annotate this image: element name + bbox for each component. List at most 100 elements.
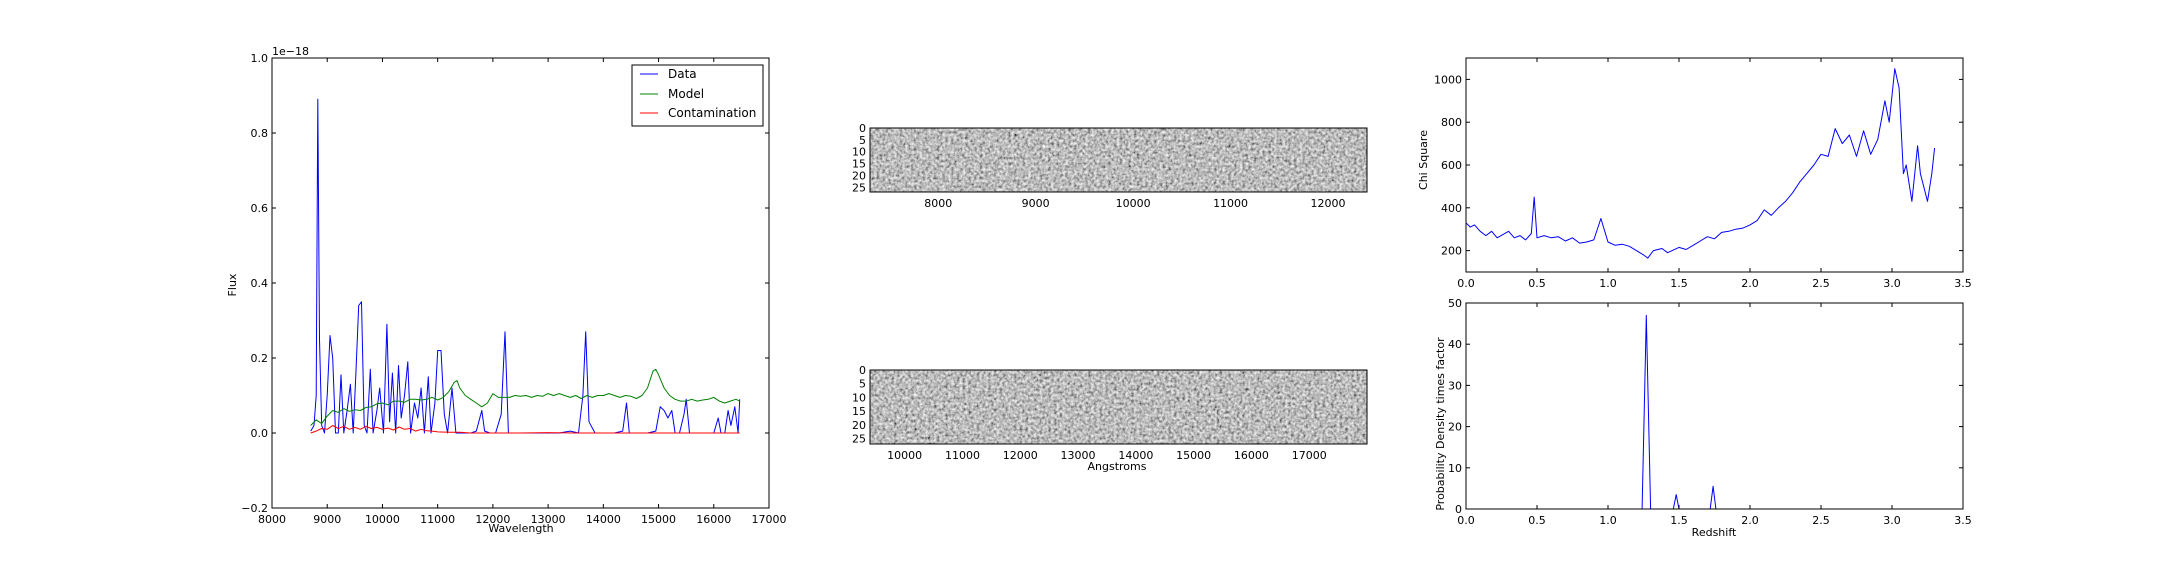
chi-square-y-tick-label: 1000 [1434, 73, 1462, 86]
probability-x-tick-label: 0.0 [1457, 514, 1475, 527]
spectrum-panel: 1e−18 8000 9000 10000 11000 12000 13000 14000 1… [226, 45, 787, 535]
chi-square-x-tick-label: 0.0 [1457, 277, 1475, 290]
chi-square-y-tick-label: 200 [1441, 245, 1462, 258]
chi-square-series-series-0 [1465, 68, 1936, 259]
image-panel-bottom: 10000 11000 12000 13000 14000 15000 16000 17000… [852, 364, 1368, 473]
legend-box [631, 64, 764, 127]
probability-y-label: Probability Density times factor [1434, 337, 1447, 511]
chi-square-x-tick-label: 3.5 [1954, 277, 1972, 290]
image-top-x-tick-label: 9000 [1022, 197, 1050, 210]
probability-x-ticks: 0.0 0.5 1.0 1.5 2.0 2.5 3.0 3.5 [1457, 303, 1972, 527]
legend-label-contamination: Contamination [668, 106, 756, 120]
image-bottom-y-tick-label: 15 [852, 405, 866, 418]
spectrum-y-tick-label: 0.0 [251, 427, 269, 440]
redshift-x-label: Redshift [1692, 526, 1737, 539]
image-bottom-x-tick-label: 12000 [1003, 449, 1038, 462]
spectrum-y-tick-label: 0.2 [251, 352, 269, 365]
image-top-y-tick-label: 15 [852, 158, 866, 171]
probability-y-tick-label: 10 [1448, 462, 1462, 475]
probability-x-tick-label: 1.0 [1599, 514, 1617, 527]
chi-square-x-tick-label: 1.0 [1599, 277, 1617, 290]
image-top-y-tick-label: 25 [852, 181, 866, 194]
probability-y-tick-label: 30 [1448, 379, 1462, 392]
spectrum-x-ticks: 8000 9000 10000 11000 12000 13000 14000 15000 16… [258, 58, 787, 526]
chi-square-y-tick-label: 400 [1441, 202, 1462, 215]
chi-square-y-ticks: 200 400 600 800 1000 [1434, 73, 1963, 258]
spectrum-x-tick-label: 8000 [258, 513, 286, 526]
image-top-x-tick-label: 12000 [1311, 197, 1346, 210]
spectrum-x-tick-label: 9000 [313, 513, 341, 526]
spectrum-x-tick-label: 12000 [475, 513, 510, 526]
image-bottom-y-tick-label: 25 [852, 433, 866, 446]
legend-label-data: Data [668, 67, 697, 81]
image-bottom-x-tick-label: 13000 [1061, 449, 1096, 462]
spectrum-x-tick-label: 14000 [586, 513, 621, 526]
image-bottom-frame [869, 369, 1368, 445]
spectrum-series-contamination [310, 425, 740, 434]
chi-square-x-tick-label: 3.0 [1883, 277, 1901, 290]
legend-label-model: Model [668, 87, 704, 101]
spectrum-x-label: Wavelength [488, 522, 553, 535]
image-bottom-y-tick-label: 20 [852, 419, 866, 432]
image-bottom-x-tick-label: 10000 [887, 449, 922, 462]
chi-square-x-tick-label: 2.5 [1812, 277, 1830, 290]
image-top-y-tick-label: 20 [852, 169, 866, 182]
image-bottom-x-tick-label: 14000 [1118, 449, 1153, 462]
probability-x-tick-label: 3.5 [1954, 514, 1972, 527]
chi-square-y-tick-label: 600 [1441, 159, 1462, 172]
probability-y-tick-label: 20 [1448, 421, 1462, 434]
image-top-y-tick-label: 5 [859, 134, 866, 147]
probability-x-tick-label: 2.5 [1812, 514, 1830, 527]
image-bottom-x-tick-label: 16000 [1234, 449, 1269, 462]
spectrum-y-tick-label: 0.8 [251, 127, 269, 140]
probability-x-tick-label: 2.0 [1741, 514, 1759, 527]
image-bottom-y-tick-label: 0 [859, 364, 866, 377]
spectrum-axes-frame [271, 57, 770, 509]
spectrum-plot-area [310, 98, 741, 434]
spectrum-y-ticks: −0.2 0.0 0.2 0.4 0.6 0.8 1.0 [241, 52, 769, 515]
image-top-y-tick-label: 0 [859, 122, 866, 135]
image-bottom-y-tick-label: 5 [859, 378, 866, 391]
spectrum-series-data [310, 98, 741, 434]
probability-panel: 0.0 0.5 1.0 1.5 2.0 2.5 3.0 3.5 0 10 20 30 40 50 Red… [1434, 297, 1972, 539]
chi-square-x-ticks: 0.0 0.5 1.0 1.5 2.0 2.5 3.0 3.5 [1457, 58, 1972, 290]
image-top-x-tick-label: 10000 [1116, 197, 1151, 210]
image-bottom-noise [870, 370, 1367, 444]
spectrum-x-tick-label: 13000 [531, 513, 566, 526]
image-top-x-tick-label: 11000 [1213, 197, 1248, 210]
image-top-noise [870, 128, 1367, 192]
chi-square-x-tick-label: 2.0 [1741, 277, 1759, 290]
legend: Data Model Contamination [631, 64, 764, 127]
spectrum-y-tick-label: −0.2 [241, 502, 268, 515]
image-top-y-tick-label: 10 [852, 146, 866, 159]
probability-x-tick-label: 3.0 [1883, 514, 1901, 527]
chi-square-axes-frame [1465, 57, 1964, 273]
flux-offset-text: 1e−18 [272, 45, 309, 58]
probability-y-tick-label: 40 [1448, 338, 1462, 351]
angstroms-x-label: Angstroms [1088, 460, 1147, 473]
probability-y-ticks: 0 10 20 30 40 50 [1448, 297, 1963, 516]
chi-square-y-tick-label: 800 [1441, 116, 1462, 129]
image-bottom-y-tick-label: 10 [852, 391, 866, 404]
image-bottom-x-tick-label: 17000 [1292, 449, 1327, 462]
spectrum-y-label: Flux [226, 273, 239, 296]
spectrum-series-model [310, 368, 740, 426]
chi-square-panel: 0.0 0.5 1.0 1.5 2.0 2.5 3.0 3.5 200 400 600 800 100… [1417, 57, 1972, 290]
chi-square-x-tick-label: 0.5 [1528, 277, 1546, 290]
spectrum-x-tick-label: 10000 [365, 513, 400, 526]
image-bottom-x-ticks: 10000 11000 12000 13000 14000 15000 16000 17000 [887, 449, 1327, 462]
probability-series-series-0 [1466, 314, 1935, 510]
image-top-x-ticks: 8000 9000 10000 11000 12000 [924, 197, 1345, 210]
probability-y-tick-label: 50 [1448, 297, 1462, 310]
probability-x-tick-label: 0.5 [1528, 514, 1546, 527]
chi-square-x-tick-label: 1.5 [1670, 277, 1688, 290]
spectrum-x-tick-label: 16000 [696, 513, 731, 526]
probability-y-tick-label: 0 [1455, 503, 1462, 516]
chi-square-y-label: Chi Square [1417, 130, 1430, 190]
spectrum-y-tick-label: 1.0 [251, 52, 269, 65]
probability-x-tick-label: 1.5 [1670, 514, 1688, 527]
